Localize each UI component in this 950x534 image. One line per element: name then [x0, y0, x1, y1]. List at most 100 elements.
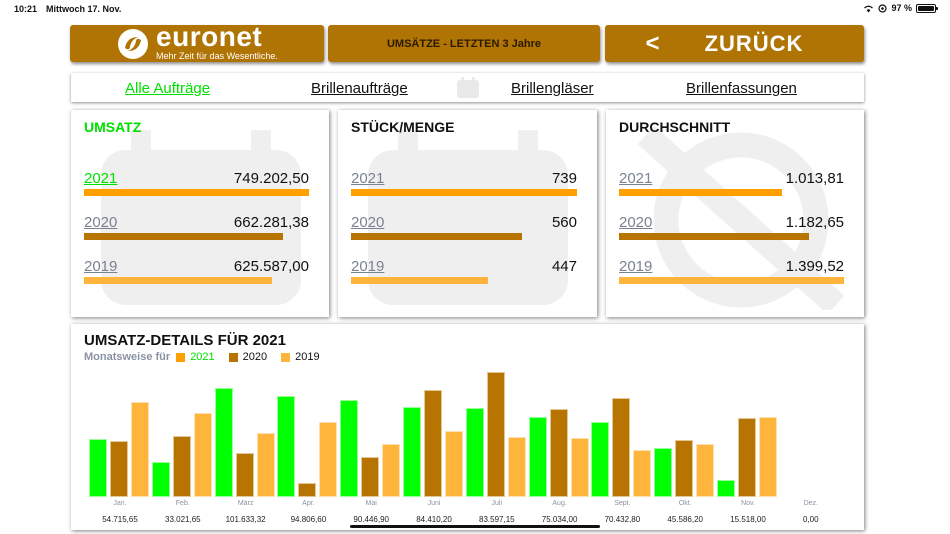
month-value: 70.432,80: [604, 515, 641, 524]
status-date: Mittwoch 17. Nov.: [46, 4, 122, 14]
bar-2021[interactable]: [591, 422, 610, 497]
bar-2019[interactable]: [633, 450, 652, 497]
bar-2020[interactable]: [110, 441, 128, 497]
year-link-2019[interactable]: 2019: [84, 258, 118, 275]
month-value: 45.586,20: [667, 515, 703, 524]
month-label: Feb.: [175, 500, 190, 507]
stueck-value-2021: 739: [551, 170, 577, 187]
month-group: Juni 84.410,20: [403, 364, 465, 530]
month-value: 15.518,00: [730, 515, 766, 524]
bar-2021[interactable]: [528, 417, 547, 497]
year-link-2020[interactable]: 2020: [84, 214, 118, 231]
umsatz-bar-2021: [84, 189, 309, 196]
bar-2019[interactable]: [131, 402, 149, 497]
status-bar: 10:21 Mittwoch 17. Nov. 97 %: [0, 0, 950, 18]
bar-2021[interactable]: [277, 396, 296, 497]
home-indicator[interactable]: [350, 525, 600, 528]
month-label: Aug.: [552, 500, 567, 507]
tab-brillenauftraege[interactable]: Brillenaufträge: [311, 80, 408, 97]
year-link-2021[interactable]: 2021: [619, 170, 653, 187]
month-value: 33.021,65: [165, 515, 201, 524]
back-button[interactable]: < ZURÜCK: [605, 25, 864, 62]
filter-tabs: Alle Aufträge Brillenaufträge Brillenglä…: [71, 73, 864, 102]
bar-2021[interactable]: [465, 408, 484, 497]
bar-2021[interactable]: [89, 439, 107, 497]
month-group: Feb. 33.021,65: [151, 364, 214, 530]
bar-2020[interactable]: [549, 409, 568, 497]
durchschnitt-row-2021: 2021 1.013,81: [619, 170, 844, 200]
bar-2021[interactable]: [151, 462, 170, 497]
durchschnitt-title: DURCHSCHNITT: [619, 119, 731, 135]
month-label: Apr.: [302, 500, 315, 507]
tab-alle-auftraege[interactable]: Alle Aufträge: [125, 80, 211, 97]
year-link-2021[interactable]: 2021: [351, 170, 385, 187]
year-link-2020[interactable]: 2020: [619, 214, 653, 231]
bar-2019[interactable]: [445, 431, 463, 497]
month-group: Jan. 54.715,65: [89, 364, 151, 530]
bar-2020[interactable]: [361, 457, 380, 497]
bar-2021[interactable]: [340, 400, 359, 497]
bar-2019[interactable]: [382, 444, 401, 497]
bar-2020[interactable]: [172, 436, 191, 497]
month-label: Jan.: [113, 500, 127, 507]
durchschnitt-bar-2020: [619, 233, 810, 240]
legend-label: Monatsweise für: [84, 351, 171, 363]
bar-2020[interactable]: [235, 453, 254, 497]
year-link-2019[interactable]: 2019: [619, 258, 653, 275]
battery-icon: [916, 3, 938, 13]
month-value: 0,00: [803, 515, 819, 524]
bar-2019[interactable]: [256, 433, 275, 497]
tab-brillenglaeser[interactable]: Brillengläser: [511, 80, 594, 97]
logo-button[interactable]: euronet Mehr Zeit für das Wesentliche.: [70, 22, 324, 62]
month-group: Okt. 45.586,20: [654, 364, 716, 530]
durchschnitt-row-2020: 2020 1.182,65: [619, 214, 844, 244]
month-group: März 101.633,32: [214, 364, 277, 530]
euronet-logo: euronet Mehr Zeit für das Wesentliche.: [116, 22, 278, 61]
stueck-bar-2021: [351, 189, 577, 196]
bar-2019[interactable]: [759, 417, 777, 497]
bar-2021[interactable]: [717, 480, 735, 497]
bar-2020[interactable]: [675, 440, 694, 497]
bar-2019[interactable]: [570, 438, 589, 497]
month-value: 101.633,32: [225, 515, 266, 524]
bar-2020[interactable]: [298, 483, 317, 497]
bar-2021[interactable]: [214, 388, 233, 497]
tab-brillenfassungen[interactable]: Brillenfassungen: [686, 80, 797, 97]
stueck-card: STÜCK/MENGE 2021 739 2020 560 2019 447: [338, 110, 597, 317]
bar-2020[interactable]: [738, 418, 756, 497]
month-group: Aug. 75.034,00: [528, 364, 591, 530]
year-link-2021[interactable]: 2021: [84, 170, 118, 187]
bar-2019[interactable]: [696, 444, 715, 497]
month-label: Nov.: [741, 500, 755, 507]
month-label: Okt.: [678, 500, 692, 507]
bar-2019[interactable]: [193, 413, 212, 497]
bar-2019[interactable]: [507, 437, 526, 497]
bar-2019[interactable]: [319, 422, 338, 497]
umsatz-bar-2020: [84, 233, 283, 240]
bar-2021[interactable]: [403, 407, 421, 497]
bar-2020[interactable]: [424, 390, 442, 497]
stueck-bar-2020: [351, 233, 523, 240]
wifi-icon: [864, 5, 874, 12]
umsatz-value-2020: 662.281,38: [233, 214, 309, 231]
month-value: 54.715,65: [102, 515, 138, 524]
month-label: Dez.: [803, 500, 818, 507]
year-link-2020[interactable]: 2020: [351, 214, 385, 231]
stueck-row-2020: 2020 560: [351, 214, 577, 244]
year-link-2019[interactable]: 2019: [351, 258, 385, 275]
umsatz-bar-2019: [84, 277, 272, 284]
month-value: 90.446,90: [353, 515, 389, 524]
legend-item-2019: 2019: [281, 351, 320, 363]
focus-icon: [878, 3, 888, 13]
bar-2020[interactable]: [486, 372, 505, 497]
month-group: Sept. 70.432,80: [591, 364, 653, 530]
month-group: Mai 90.446,90: [340, 364, 402, 530]
stueck-row-2021: 2021 739: [351, 170, 577, 200]
umsatz-row-2019: 2019 625.587,00: [84, 258, 309, 288]
month-value: 83.597,15: [479, 515, 515, 524]
month-value: 75.034,00: [541, 515, 578, 524]
bar-2020[interactable]: [612, 398, 631, 497]
umsatz-value-2019: 625.587,00: [233, 258, 309, 275]
bar-2021[interactable]: [654, 448, 673, 497]
month-group: Juli 83.597,15: [465, 364, 528, 530]
